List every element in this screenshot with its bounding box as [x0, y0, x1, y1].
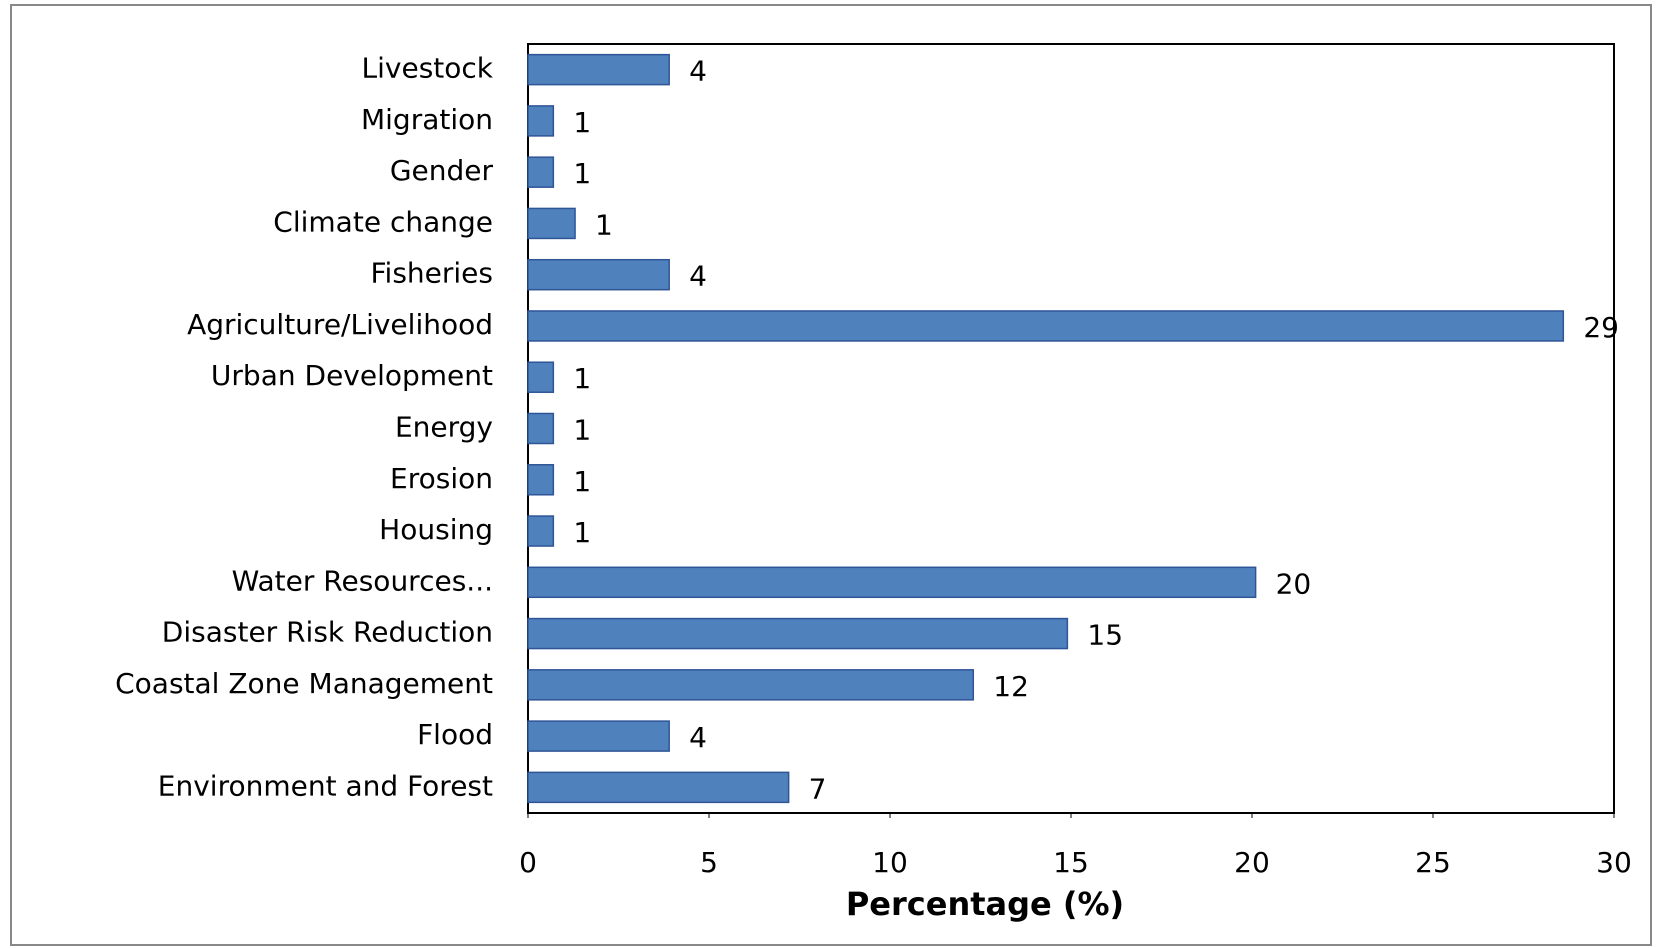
y-tick-label: Disaster Risk Reduction — [162, 616, 493, 649]
x-tick-label: 30 — [1596, 846, 1632, 879]
data-label: 1 — [573, 414, 591, 447]
data-label: 1 — [573, 465, 591, 498]
bar — [527, 515, 555, 547]
data-label: 12 — [993, 670, 1029, 703]
bar — [527, 310, 1565, 342]
y-tick-label: Climate change — [273, 205, 493, 238]
bar — [527, 617, 1069, 650]
bar — [527, 105, 555, 137]
data-label: 1 — [573, 362, 591, 395]
x-tick-label: 10 — [872, 846, 908, 879]
bar — [527, 771, 790, 804]
y-tick-label: Migration — [361, 103, 493, 136]
bar — [527, 669, 975, 701]
data-label: 4 — [689, 260, 707, 293]
data-label: 4 — [689, 55, 707, 88]
chart-frame — [10, 4, 1652, 946]
x-axis-title: Percentage (%) — [846, 885, 1124, 923]
y-tick-label: Fisheries — [370, 257, 493, 290]
y-tick-label: Water Resources... — [232, 564, 493, 597]
x-tick-label: 15 — [1053, 846, 1089, 879]
y-tick-label: Gender — [390, 154, 494, 187]
bar — [527, 156, 555, 188]
data-label: 1 — [573, 516, 591, 549]
x-tick-label: 5 — [700, 846, 718, 879]
y-tick-label: Coastal Zone Management — [115, 667, 493, 700]
y-tick-label: Erosion — [390, 462, 493, 495]
bar — [527, 361, 555, 393]
bar — [527, 464, 555, 496]
y-tick-label: Livestock — [362, 52, 494, 85]
data-label: 1 — [573, 106, 591, 139]
x-tick-label: 20 — [1234, 846, 1270, 879]
data-label: 20 — [1276, 567, 1312, 600]
x-tick-label: 0 — [519, 846, 537, 879]
bar — [527, 566, 1257, 599]
bar — [527, 53, 670, 86]
bar — [527, 720, 670, 752]
data-label: 15 — [1087, 619, 1123, 652]
y-tick-label: Urban Development — [211, 359, 493, 392]
y-tick-label: Housing — [379, 513, 493, 546]
y-tick-label: Agriculture/Livelihood — [187, 308, 493, 341]
x-tick-label: 25 — [1415, 846, 1451, 879]
bar — [527, 258, 670, 291]
y-tick-label: Energy — [395, 411, 493, 444]
data-label: 7 — [809, 772, 827, 805]
data-label: 1 — [573, 157, 591, 190]
y-tick-label: Flood — [417, 718, 493, 751]
data-label: 29 — [1583, 311, 1619, 344]
y-tick-label: Environment and Forest — [158, 769, 493, 802]
bar — [527, 412, 555, 445]
data-label: 1 — [595, 208, 613, 241]
data-label: 4 — [689, 721, 707, 754]
bar — [527, 207, 576, 240]
